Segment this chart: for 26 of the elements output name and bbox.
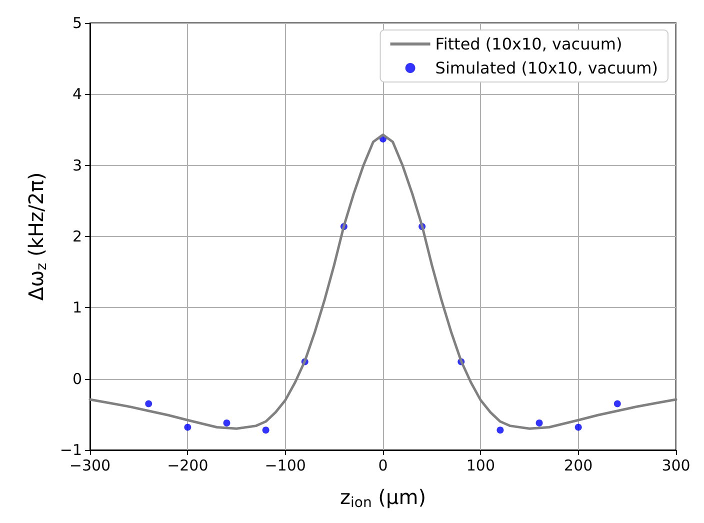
point — [145, 400, 152, 408]
point — [574, 424, 582, 431]
y-tick-label: −1 — [60, 441, 82, 459]
x-tick-label: 0 — [378, 456, 388, 474]
legend-label: Fitted (10x10, vacuum) — [435, 34, 622, 54]
x-tick-label: −100 — [264, 456, 306, 474]
point — [184, 424, 192, 431]
y-tick-label: 2 — [72, 228, 82, 246]
point — [614, 400, 621, 408]
y-tick-label: 0 — [72, 370, 82, 388]
x-tick-label: 300 — [662, 456, 690, 474]
point — [223, 419, 230, 426]
y-axis-title: Δωz (kHz/2π) — [24, 172, 50, 301]
point — [536, 419, 543, 426]
y-tick-label: 3 — [72, 156, 82, 174]
point — [262, 426, 270, 434]
x-tick-label: −200 — [167, 456, 208, 474]
x-tick-label: 100 — [466, 456, 495, 474]
line-series — [88, 133, 678, 430]
legend-label: Simulated (10x10, vacuum) — [435, 58, 658, 78]
y-tick-label: 4 — [72, 85, 82, 104]
point — [496, 426, 504, 434]
x-tick-label: −300 — [69, 456, 111, 474]
y-tick-label: 5 — [72, 14, 82, 32]
y-tick-label: 1 — [72, 298, 82, 317]
x-tick-label: 200 — [564, 456, 593, 474]
